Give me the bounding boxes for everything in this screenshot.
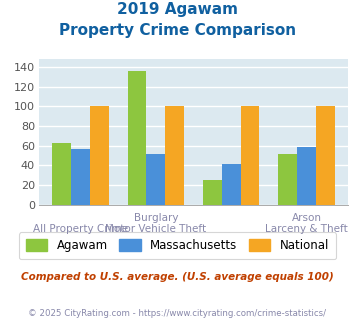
- Text: All Property Crime: All Property Crime: [33, 224, 128, 234]
- Text: Property Crime Comparison: Property Crime Comparison: [59, 23, 296, 38]
- Text: © 2025 CityRating.com - https://www.cityrating.com/crime-statistics/: © 2025 CityRating.com - https://www.city…: [28, 309, 327, 317]
- Bar: [241, 107, 260, 205]
- Legend: Agawam, Massachusetts, National: Agawam, Massachusetts, National: [19, 232, 336, 259]
- Text: Compared to U.S. average. (U.S. average equals 100): Compared to U.S. average. (U.S. average …: [21, 272, 334, 282]
- Text: Motor Vehicle Theft: Motor Vehicle Theft: [105, 224, 206, 234]
- Bar: [222, 164, 241, 205]
- Bar: [278, 153, 297, 205]
- Text: 2019 Agawam: 2019 Agawam: [117, 2, 238, 16]
- Bar: [71, 149, 90, 205]
- Bar: [127, 71, 146, 205]
- Bar: [316, 107, 335, 205]
- Bar: [90, 107, 109, 205]
- Bar: [52, 143, 71, 205]
- Text: Arson: Arson: [291, 213, 322, 223]
- Bar: [165, 107, 184, 205]
- Bar: [203, 180, 222, 205]
- Text: Burglary: Burglary: [133, 213, 178, 223]
- Bar: [146, 153, 165, 205]
- Text: Larceny & Theft: Larceny & Theft: [265, 224, 348, 234]
- Bar: [297, 147, 316, 205]
